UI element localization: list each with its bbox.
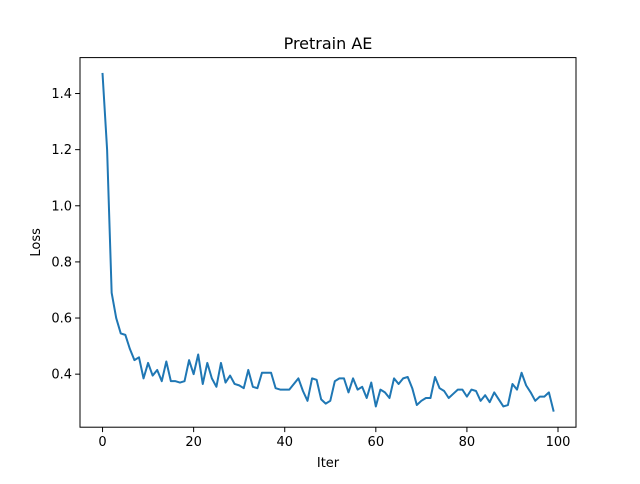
x-tick-label: 100	[546, 435, 571, 450]
x-tick-label: 0	[98, 435, 106, 450]
y-tick-label: 1.4	[51, 87, 72, 102]
y-tick-label: 0.6	[51, 312, 72, 327]
x-axis-ticks: 0 20 40 60 80 100	[98, 427, 570, 450]
x-tick-label: 60	[368, 435, 385, 450]
y-tick-label: 0.8	[51, 255, 72, 270]
x-tick-label: 40	[276, 435, 293, 450]
axes-frame	[79, 57, 577, 428]
x-tick-label: 20	[185, 435, 202, 450]
x-axis-label: Iter	[317, 456, 340, 471]
plot-area	[80, 57, 576, 428]
chart-title: Pretrain AE	[284, 34, 373, 53]
y-tick-label: 1.2	[51, 143, 72, 158]
x-tick-label: 80	[459, 435, 476, 450]
y-axis-label: Loss	[29, 228, 44, 257]
series-line-loss	[101, 72, 555, 412]
y-tick-label: 0.4	[51, 368, 72, 383]
y-tick-label: 1.0	[51, 199, 72, 214]
y-axis-ticks: 0.4 0.6 0.8 1.0 1.2 1.4	[51, 87, 80, 383]
